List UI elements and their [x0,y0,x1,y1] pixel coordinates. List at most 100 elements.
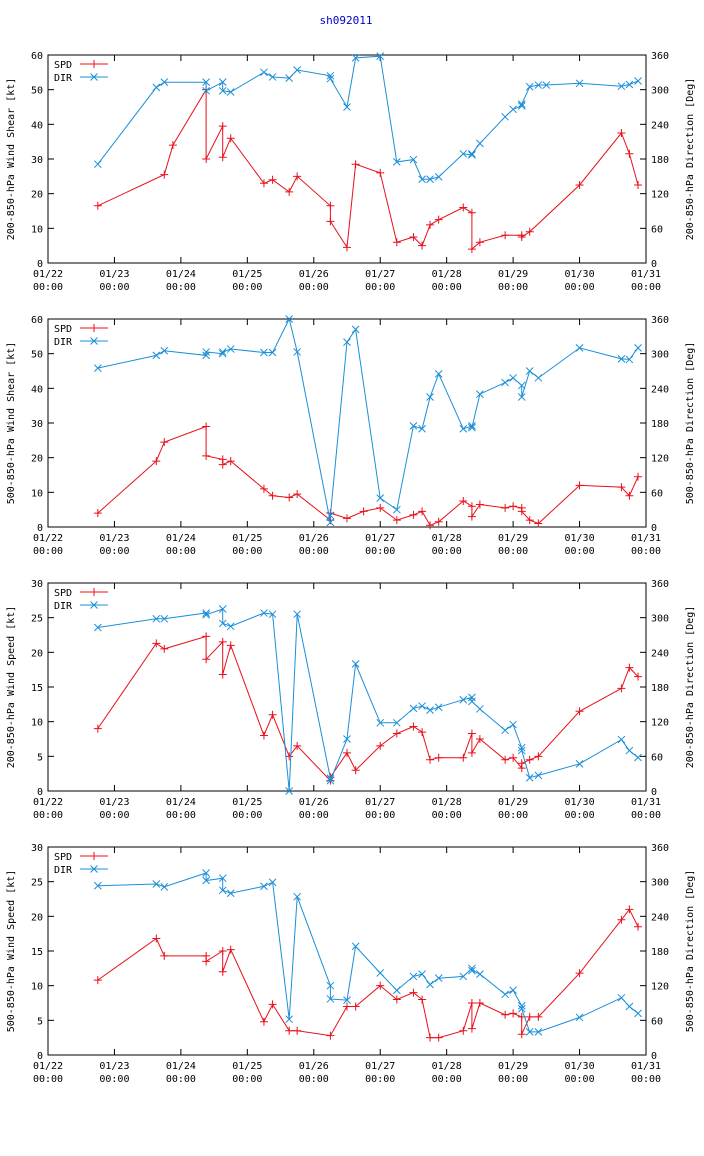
data-point-dir [468,423,476,432]
y2-tick-label: 360 [651,315,669,326]
data-point-spd [625,149,634,158]
data-point-spd [459,753,468,762]
data-point-spd [93,976,102,985]
data-point-dir [525,773,534,782]
data-point-dir [351,325,360,334]
data-point-dir [534,771,543,780]
y2-tick-label: 180 [651,947,669,958]
data-point-dir [459,972,468,981]
y-axis-label: 200-850-hPa Wind Shear [kt] [6,78,17,241]
data-point-spd [152,934,161,943]
data-point-spd [418,241,427,250]
data-point-spd [501,503,510,512]
data-point-dir [351,54,360,62]
data-point-spd [459,203,468,212]
data-point-spd [409,988,418,997]
x-tick-label: 00:00 [166,282,196,293]
data-point-spd [343,748,351,757]
x-tick-label: 00:00 [631,546,661,557]
x-tick-label: 00:00 [432,1074,462,1085]
data-point-spd [418,507,427,516]
data-point-dir [226,345,235,353]
data-point-spd [467,1024,476,1033]
data-point-dir [459,695,468,704]
data-point-dir [293,348,302,356]
data-point-spd [259,484,268,493]
data-point-spd [202,655,211,664]
data-point-spd [525,755,534,764]
data-point-spd [418,995,427,1004]
data-point-spd [509,502,518,511]
data-point-dir [326,518,335,527]
x-tick-label: 00:00 [232,1074,262,1085]
data-point-dir [202,609,210,617]
data-point-dir [226,889,235,898]
series-line-spd [97,425,639,526]
x-tick-label: 01/31 [631,1061,661,1072]
y-tick-label: 0 [37,259,43,270]
x-tick-label: 00:00 [565,546,595,557]
legend-marker-spd [90,588,98,596]
y-tick-label: 0 [37,523,43,534]
data-point-spd [202,422,211,431]
data-point-spd [467,748,476,757]
data-point-spd [534,752,543,761]
data-point-dir [426,706,434,714]
x-tick-label: 00:00 [99,1074,129,1085]
y2-tick-label: 360 [651,843,669,854]
data-point-dir [418,970,426,978]
data-point-spd [326,1031,335,1040]
data-point-spd [434,215,443,224]
data-point-dir [260,348,268,357]
data-point-spd [218,947,227,955]
y-tick-label: 15 [31,947,43,958]
legend-marker-dir [90,337,98,345]
x-tick-label: 00:00 [498,282,528,293]
data-point-spd [392,995,401,1004]
panel-2: 0 10 20 30 40 50 60 0 60 120 180 240 300 360 01/22 00:0… [6,315,696,557]
data-point-spd [285,493,294,502]
data-point-spd [475,500,484,509]
x-tick-label: 00:00 [33,282,63,293]
data-point-dir [501,990,509,999]
y2-tick-label: 0 [651,787,657,798]
data-point-spd [475,735,484,743]
data-point-dir [418,702,426,710]
series-line-spd [97,635,639,782]
y-tick-label: 5 [37,752,43,763]
data-point-dir [476,970,484,978]
data-point-dir [268,348,277,357]
x-tick-label: 01/25 [232,797,262,808]
data-point-dir [160,614,169,623]
data-point-dir [326,776,335,785]
data-point-spd [617,129,626,137]
y2-tick-label: 120 [651,982,669,993]
y-tick-label: 20 [31,648,43,659]
data-point-spd [351,1002,360,1011]
data-point-spd [634,922,643,931]
y2-tick-label: 360 [651,579,669,590]
data-point-dir [501,726,509,735]
data-point-dir [202,78,210,87]
y2-axis-label: 500-850-hPa Direction [Deg] [685,870,696,1033]
data-point-dir [525,367,534,375]
data-point-spd [268,491,277,500]
y2-tick-label: 300 [651,86,669,97]
data-point-spd [509,1009,518,1018]
data-point-spd [501,755,510,764]
panel-3: 05101520253006012018024030036001/2200:00… [6,579,696,821]
data-point-dir [218,886,227,895]
data-point-dir [268,73,277,81]
x-tick-label: 01/26 [299,797,329,808]
data-point-spd [426,1033,435,1042]
data-point-dir [434,173,443,181]
data-point-dir [202,610,210,619]
data-point-spd [326,201,335,210]
data-point-spd [434,753,443,762]
data-point-spd [575,181,584,189]
data-point-dir [285,74,294,82]
data-point-dir [534,374,543,382]
data-point-spd [426,220,435,229]
x-tick-label: 00:00 [299,1074,329,1085]
